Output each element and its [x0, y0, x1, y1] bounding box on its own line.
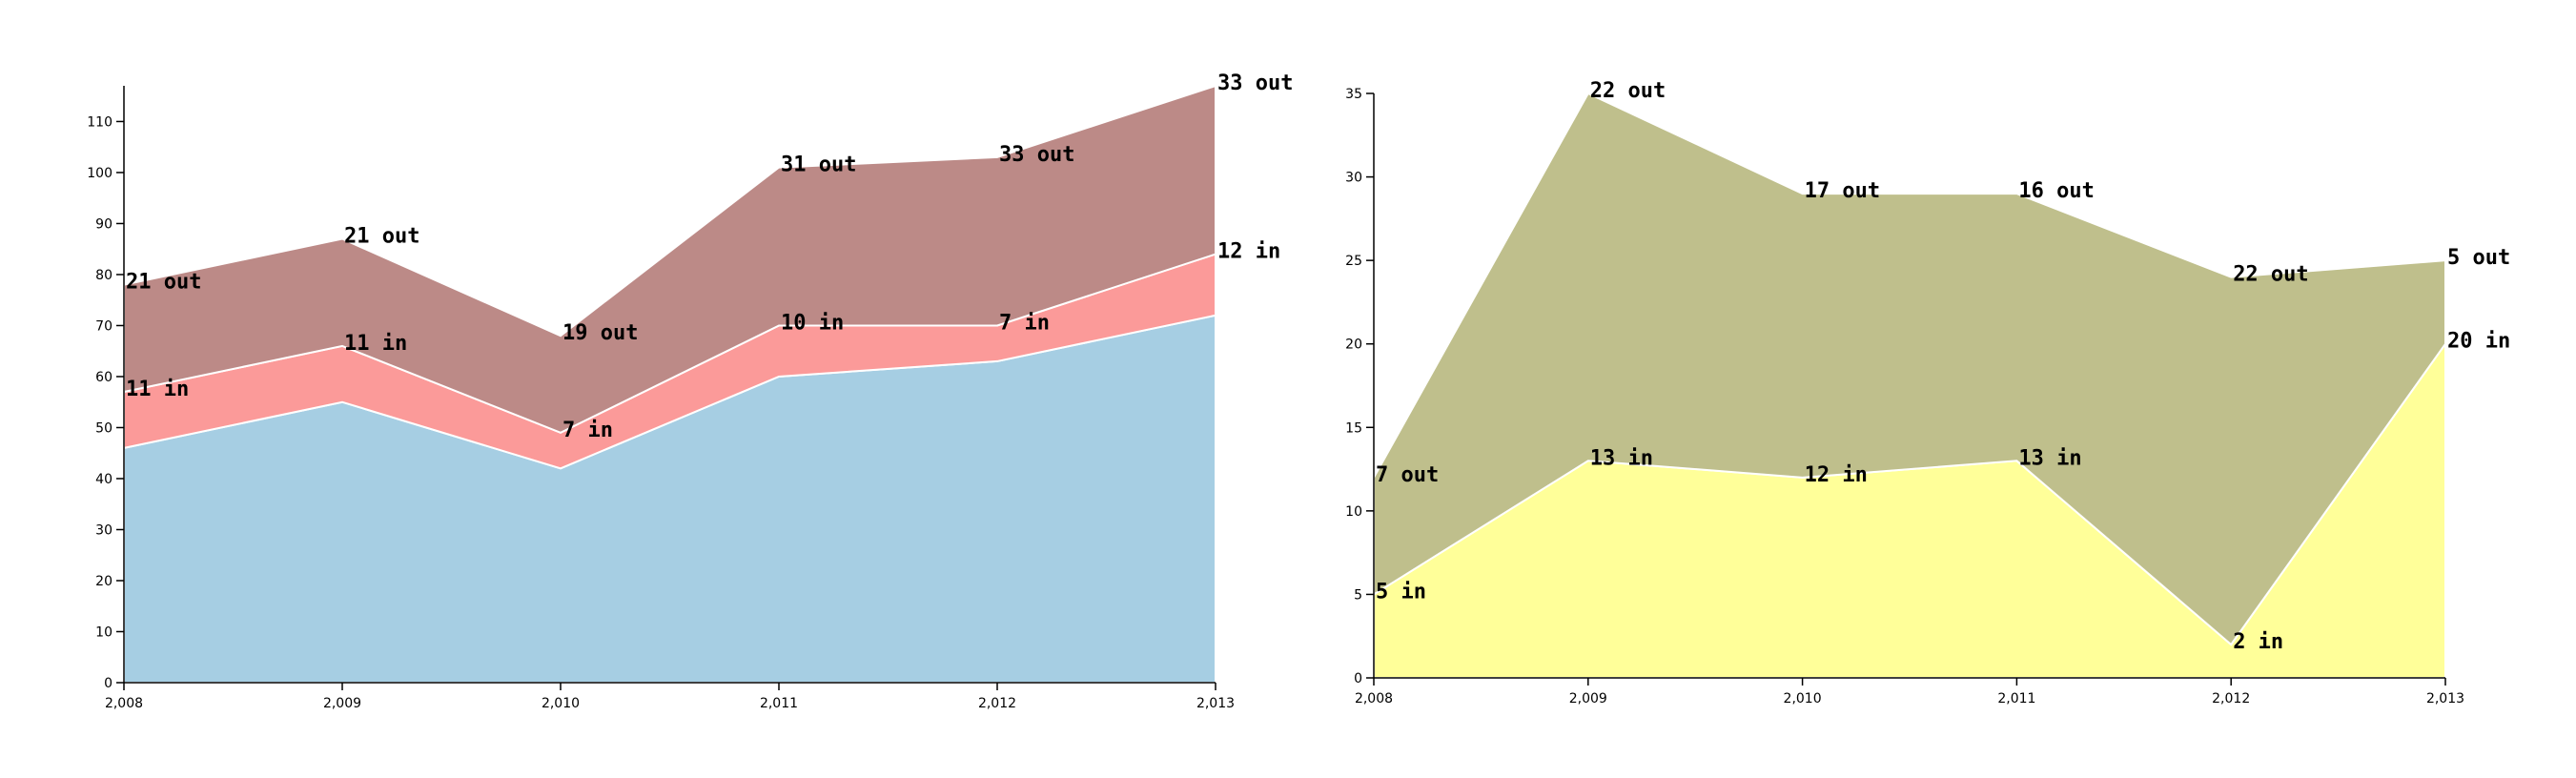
data-label: 11 in [126, 378, 189, 401]
x-tick-label: 2,012 [978, 696, 1016, 711]
y-tick: 40 [95, 472, 124, 487]
y-tick: 10 [1345, 504, 1374, 520]
left-stacked-area-chart: 11 in 11 in 7 in 10 in 7 in 12 in 21 out 21 out… [87, 72, 1293, 711]
y-tick-label: 10 [95, 624, 112, 640]
y-tick: 20 [1345, 338, 1374, 353]
y-tick-label: 70 [95, 318, 112, 334]
y-tick: 80 [95, 268, 124, 283]
x-tick-label: 2,010 [1784, 691, 1822, 706]
x-tick: 2,008 [105, 683, 143, 711]
y-tick-label: 60 [95, 370, 112, 385]
y-tick-label: 30 [1345, 171, 1362, 186]
y-tick: 5 [1354, 587, 1374, 603]
y-tick: 50 [95, 420, 124, 436]
y-tick: 30 [1345, 171, 1374, 186]
y-tick-label: 40 [95, 472, 112, 487]
y-tick-label: 5 [1354, 587, 1362, 603]
data-label: 2 in [2233, 630, 2283, 654]
x-tick-label: 2,008 [1355, 691, 1393, 706]
y-tick: 30 [95, 522, 124, 538]
data-label: 21 out [344, 225, 419, 249]
x-tick-label: 2,012 [2212, 691, 2250, 706]
y-tick-label: 100 [87, 166, 112, 181]
data-label: 22 out [2233, 263, 2308, 287]
x-tick: 2,013 [1196, 683, 1235, 711]
y-tick: 20 [95, 574, 124, 589]
data-label: 10 in [781, 311, 844, 335]
data-label: 31 out [781, 154, 856, 177]
right-stacked-area-chart: 5 in 13 in 12 in 13 in 2 in 20 in 7 out 22 out 1… [1345, 79, 2510, 706]
y-tick-label: 0 [1354, 671, 1362, 686]
data-label: 20 in [2447, 330, 2510, 354]
y-tick: 15 [1345, 420, 1374, 436]
y-tick: 110 [87, 114, 124, 130]
x-tick-label: 2,011 [1997, 691, 2035, 706]
y-tick-label: 15 [1345, 420, 1362, 436]
y-tick-label: 90 [95, 216, 112, 232]
y-tick-label: 110 [87, 114, 112, 130]
y-tick: 25 [1345, 254, 1374, 269]
x-tick-label: 2,011 [760, 696, 798, 711]
x-tick: 2,009 [323, 683, 361, 711]
data-label: 21 out [126, 271, 201, 295]
y-tick: 35 [1345, 87, 1374, 102]
y-tick-label: 80 [95, 268, 112, 283]
y-tick: 0 [104, 676, 124, 691]
x-tick-label: 2,013 [1196, 696, 1235, 711]
x-tick: 2,011 [1997, 678, 2035, 706]
x-tick-label: 2,013 [2426, 691, 2464, 706]
y-tick: 70 [95, 318, 124, 334]
y-tick-label: 30 [95, 522, 112, 538]
x-tick: 2,008 [1355, 678, 1393, 706]
y-tick: 60 [95, 370, 124, 385]
y-tick-label: 0 [104, 676, 112, 691]
y-tick-label: 35 [1345, 87, 1362, 102]
x-tick-label: 2,010 [542, 696, 580, 711]
x-tick-label: 2,009 [323, 696, 361, 711]
x-tick: 2,010 [1784, 678, 1822, 706]
data-label: 22 out [1590, 79, 1666, 103]
data-label: 19 out [562, 321, 638, 345]
data-label: 7 in [562, 419, 613, 442]
x-tick-label: 2,009 [1569, 691, 1607, 706]
y-tick-label: 10 [1345, 504, 1362, 520]
data-label: 11 in [344, 332, 407, 356]
data-label: 33 out [1217, 72, 1293, 95]
y-tick: 90 [95, 216, 124, 232]
y-tick: 10 [95, 624, 124, 640]
data-label: 7 in [999, 311, 1050, 335]
x-tick-label: 2,008 [105, 696, 143, 711]
data-label: 33 out [999, 143, 1074, 167]
data-label: 16 out [2018, 179, 2094, 203]
y-tick-label: 20 [1345, 338, 1362, 353]
x-tick: 2,013 [2426, 678, 2464, 706]
x-tick: 2,009 [1569, 678, 1607, 706]
data-label: 12 in [1217, 240, 1280, 264]
y-tick: 100 [87, 166, 124, 181]
area-series-1 [1373, 92, 2446, 646]
x-tick: 2,012 [2212, 678, 2250, 706]
data-label: 17 out [1805, 179, 1880, 203]
x-tick: 2,011 [760, 683, 798, 711]
y-tick: 0 [1354, 671, 1374, 686]
y-tick-label: 50 [95, 420, 112, 436]
data-label: 13 in [1590, 446, 1653, 470]
data-label: 5 in [1376, 580, 1426, 604]
x-tick: 2,010 [542, 683, 580, 711]
y-tick-label: 20 [95, 574, 112, 589]
data-label: 12 in [1805, 463, 1868, 487]
area-series-2 [123, 84, 1216, 434]
x-tick: 2,012 [978, 683, 1016, 711]
data-label: 7 out [1376, 463, 1439, 487]
data-label: 13 in [2018, 446, 2081, 470]
y-tick-label: 25 [1345, 254, 1362, 269]
data-label: 5 out [2447, 246, 2510, 270]
